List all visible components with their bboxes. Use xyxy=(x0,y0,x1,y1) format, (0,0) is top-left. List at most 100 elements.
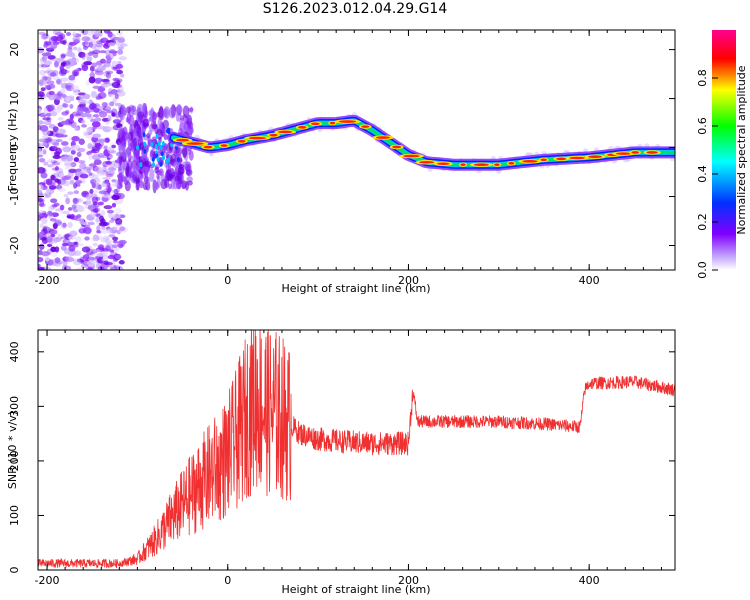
noise-blob xyxy=(108,91,113,95)
noise-blob xyxy=(38,202,46,208)
noise-blob xyxy=(51,212,59,218)
ridge-hotspot xyxy=(203,145,213,149)
noise-blob xyxy=(100,210,106,217)
noise-blob xyxy=(150,149,155,158)
noise-blob xyxy=(43,224,49,229)
ridge-hotspot xyxy=(540,158,547,162)
noise-blob xyxy=(123,180,129,186)
noise-blob xyxy=(68,236,76,240)
noise-blob xyxy=(74,126,80,131)
noise-blob xyxy=(120,104,126,116)
noise-blob xyxy=(76,151,82,158)
noise-blob xyxy=(90,90,97,98)
noise-blob xyxy=(91,121,101,128)
noise-blob xyxy=(152,162,156,168)
noise-blob xyxy=(81,124,87,128)
noise-blob xyxy=(88,172,95,179)
x-tick-label: 400 xyxy=(579,274,600,287)
noise-blob xyxy=(49,104,55,111)
noise-blob xyxy=(73,175,79,181)
noise-blob xyxy=(38,198,45,203)
noise-blob xyxy=(62,60,71,66)
noise-blob xyxy=(122,146,126,160)
noise-blob xyxy=(57,179,62,185)
noise-blob xyxy=(84,236,90,241)
noise-blob xyxy=(54,257,61,263)
noise-blob xyxy=(67,221,73,228)
noise-blob xyxy=(51,161,61,166)
noise-blob xyxy=(52,142,60,147)
noise-blob xyxy=(50,246,57,252)
ridge-hotspot xyxy=(278,130,293,134)
noise-blob xyxy=(42,142,50,147)
noise-blob xyxy=(108,88,113,94)
noise-blob xyxy=(48,46,56,50)
noise-blob xyxy=(82,254,90,261)
noise-blob xyxy=(70,161,77,168)
noise-blob xyxy=(40,251,50,257)
colorbar-tick-label: 0.6 xyxy=(696,117,709,135)
noise-blob xyxy=(68,74,76,81)
noise-blob xyxy=(120,73,125,78)
ridge-hotspot xyxy=(176,138,189,142)
noise-blob xyxy=(179,115,185,121)
ridge-hotspot xyxy=(460,163,466,166)
noise-blob xyxy=(92,242,98,247)
noise-blob xyxy=(61,176,70,181)
noise-blob xyxy=(166,128,170,134)
noise-blob xyxy=(85,248,94,256)
noise-blob xyxy=(43,76,52,81)
ridge-hotspot xyxy=(522,160,538,163)
ridge-halo xyxy=(583,148,589,153)
noise-blob xyxy=(84,110,91,114)
ridge-hotspot xyxy=(419,160,435,164)
noise-blob xyxy=(108,155,113,159)
noise-blob xyxy=(77,108,84,115)
ridge-hotspot xyxy=(329,121,336,125)
noise-blob xyxy=(65,197,71,205)
noise-blob xyxy=(106,170,115,176)
noise-blob xyxy=(91,153,101,161)
noise-blob xyxy=(46,179,56,186)
noise-blob xyxy=(135,152,140,160)
noise-blob xyxy=(118,56,127,61)
noise-blob xyxy=(166,157,170,163)
noise-blob xyxy=(75,168,82,172)
ridge-halo xyxy=(593,147,599,152)
noise-blob xyxy=(41,228,48,236)
noise-blob xyxy=(54,32,64,36)
noise-blob xyxy=(107,239,113,244)
noise-blob xyxy=(119,226,128,233)
noise-blob xyxy=(109,219,114,223)
y-tick-label: 400 xyxy=(8,341,21,362)
noise-blob xyxy=(105,193,113,199)
noise-blob xyxy=(53,151,61,157)
noise-blob xyxy=(97,171,107,176)
noise-blob xyxy=(38,138,46,142)
noise-blob xyxy=(117,46,125,50)
noise-blob xyxy=(126,147,131,159)
noise-blob xyxy=(66,50,72,57)
noise-blob xyxy=(81,41,89,45)
noise-blob xyxy=(75,115,81,119)
noise-blob xyxy=(96,225,101,232)
noise-blob xyxy=(112,236,119,241)
noise-blob xyxy=(157,106,165,121)
noise-blob xyxy=(97,65,105,72)
noise-blob xyxy=(86,113,92,118)
noise-blob xyxy=(40,33,48,40)
noise-blob xyxy=(53,221,63,225)
noise-blob xyxy=(72,31,77,37)
noise-blob xyxy=(152,123,158,130)
noise-blob xyxy=(103,42,110,47)
noise-blob xyxy=(92,114,100,118)
x-tick-label: -200 xyxy=(35,574,60,587)
noise-blob xyxy=(93,189,99,194)
y-tick-label: 20 xyxy=(8,43,21,57)
noise-blob xyxy=(59,204,65,211)
noise-blob xyxy=(68,41,77,46)
noise-blob xyxy=(112,77,119,82)
noise-blob xyxy=(89,188,94,194)
noise-blob xyxy=(50,35,59,42)
noise-blob xyxy=(109,249,115,253)
